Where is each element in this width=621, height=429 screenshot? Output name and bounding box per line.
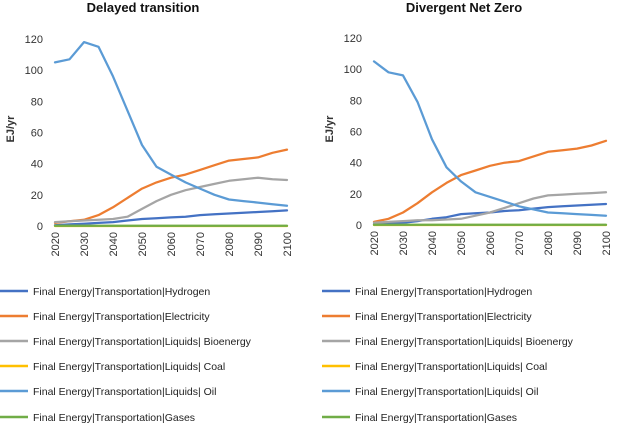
- x-tick-label: 2070: [514, 231, 526, 255]
- x-tick-label: 2050: [456, 231, 468, 255]
- y-tick-label: 60: [31, 128, 43, 140]
- legend-label: Final Energy|Transportation|Liquids| Bio…: [33, 336, 252, 348]
- x-tick-label: 2100: [282, 232, 294, 256]
- legend-label: Final Energy|Transportation|Liquids| Oil: [355, 386, 538, 398]
- x-tick-label: 2080: [543, 231, 555, 255]
- x-tick-label: 2030: [79, 232, 91, 256]
- x-tick-label: 2040: [427, 231, 439, 255]
- legend-label: Final Energy|Transportation|Liquids| Coa…: [355, 361, 547, 373]
- legend-label: Final Energy|Transportation|Electricity: [355, 311, 532, 323]
- series-line: [372, 139, 608, 224]
- y-tick-label: 80: [350, 95, 362, 107]
- x-tick-label: 2080: [224, 232, 236, 256]
- y-tick-label: 40: [31, 159, 43, 171]
- legend-label: Final Energy|Transportation|Electricity: [33, 311, 210, 323]
- legend: Final Energy|Transportation|Hydrogen Fina…: [322, 286, 574, 424]
- x-tick-label: 2020: [50, 232, 62, 256]
- series-line: [53, 148, 289, 225]
- legend-label: Final Energy|Transportation|Liquids| Oil: [33, 386, 216, 398]
- x-tick-label: 2070: [195, 232, 207, 256]
- chart-title: Divergent Net Zero: [406, 0, 522, 15]
- y-tick-label: 60: [350, 127, 362, 139]
- y-axis-label: EJ/yr: [5, 115, 17, 143]
- y-tick-label: 0: [356, 220, 362, 232]
- chart-title: Delayed transition: [87, 0, 200, 15]
- legend-label: Final Energy|Transportation|Gases: [33, 412, 195, 424]
- legend: Final Energy|Transportation|Hydrogen Fina…: [0, 286, 252, 424]
- y-tick-label: 80: [31, 96, 43, 108]
- series-line: [53, 209, 289, 227]
- x-tick-label: 2040: [108, 232, 120, 256]
- chart-delayed-transition: Delayed transition EJ/yr 020406080100120…: [0, 0, 294, 424]
- x-tick-label: 2090: [253, 232, 265, 256]
- legend-label: Final Energy|Transportation|Liquids| Coa…: [33, 361, 225, 373]
- x-tick-label: 2060: [166, 232, 178, 256]
- x-tick-label: 2020: [369, 231, 381, 255]
- y-tick-label: 40: [350, 158, 362, 170]
- y-tick-label: 100: [25, 65, 43, 77]
- series-line: [372, 60, 608, 217]
- y-tick-label: 20: [350, 189, 362, 201]
- y-tick-label: 120: [25, 34, 43, 46]
- y-tick-label: 100: [344, 64, 362, 76]
- legend-label: Final Energy|Transportation|Hydrogen: [33, 286, 210, 298]
- legend-label: Final Energy|Transportation|Hydrogen: [355, 286, 532, 298]
- x-tick-label: 2090: [572, 231, 584, 255]
- x-tick-label: 2050: [137, 232, 149, 256]
- x-tick-label: 2030: [398, 231, 410, 255]
- x-tick-label: 2100: [601, 231, 613, 255]
- y-tick-label: 120: [344, 33, 362, 45]
- series-line: [53, 40, 289, 207]
- series-line: [372, 191, 608, 224]
- y-axis-label: EJ/yr: [324, 115, 336, 143]
- x-tick-label: 2060: [485, 231, 497, 255]
- series-line: [53, 176, 289, 224]
- y-tick-label: 20: [31, 190, 43, 202]
- y-tick-label: 0: [37, 221, 43, 233]
- legend-label: Final Energy|Transportation|Liquids| Bio…: [355, 336, 574, 348]
- chart-divergent-net-zero: Divergent Net Zero EJ/yr 020406080100120…: [322, 0, 613, 424]
- legend-label: Final Energy|Transportation|Gases: [355, 412, 517, 424]
